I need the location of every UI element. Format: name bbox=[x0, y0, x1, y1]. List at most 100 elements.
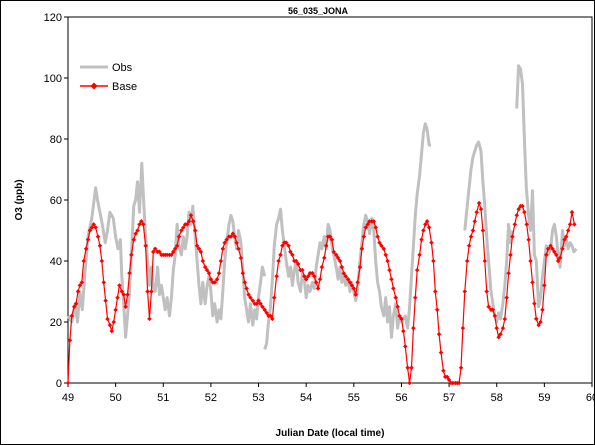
x-tick-label: 49 bbox=[62, 392, 74, 404]
y-tick-label: 20 bbox=[50, 317, 62, 329]
x-tick-label: 51 bbox=[157, 392, 169, 404]
series-base-point bbox=[554, 252, 559, 258]
series-base-point bbox=[194, 243, 200, 249]
series-base-point bbox=[190, 219, 196, 224]
series-base-point bbox=[262, 307, 267, 313]
series-base-point bbox=[157, 249, 162, 255]
series-base-point bbox=[399, 316, 404, 322]
series-base-point bbox=[458, 365, 464, 371]
series-base-point bbox=[381, 246, 387, 252]
series-base-point bbox=[540, 307, 545, 313]
series-base-point bbox=[208, 277, 214, 282]
x-tick-label: 60 bbox=[586, 392, 595, 404]
series-base-point bbox=[69, 313, 75, 319]
series-base-point bbox=[401, 328, 406, 334]
series-base-point bbox=[411, 325, 416, 331]
series-base-point bbox=[397, 313, 402, 319]
series-base-point bbox=[184, 222, 190, 227]
series-base-point bbox=[341, 270, 347, 276]
y-axis-label: O3 (ppb) bbox=[14, 179, 25, 220]
series-base-point bbox=[530, 280, 535, 285]
series-base-point bbox=[462, 289, 468, 294]
series-base-point bbox=[254, 301, 259, 306]
series-base-point bbox=[179, 228, 184, 233]
series-base-point bbox=[484, 289, 489, 294]
series-base-point bbox=[456, 380, 462, 386]
series-base-point bbox=[496, 335, 501, 340]
series-base-point bbox=[129, 252, 134, 258]
series-base-point bbox=[393, 295, 398, 300]
y-tick-label: 60 bbox=[50, 195, 62, 207]
series-base-point bbox=[436, 331, 442, 337]
series-base-point bbox=[280, 243, 285, 249]
series-base-point bbox=[359, 246, 365, 252]
series-base-point bbox=[494, 325, 499, 331]
series-base-point bbox=[450, 380, 456, 386]
series-base-point bbox=[419, 237, 424, 242]
series-base-point bbox=[434, 307, 440, 313]
series-base-point bbox=[431, 258, 436, 264]
series-base-point bbox=[246, 292, 251, 297]
series-base-point bbox=[99, 258, 105, 264]
series-base-point bbox=[174, 243, 180, 249]
series-base-point bbox=[464, 258, 470, 264]
series-base-point bbox=[482, 258, 488, 264]
series-base-point bbox=[353, 292, 359, 297]
series-base-point bbox=[214, 277, 220, 282]
series-base-point bbox=[312, 273, 317, 279]
x-tick-label: 54 bbox=[300, 392, 312, 404]
series-base-point bbox=[133, 231, 138, 236]
series-base-point bbox=[238, 255, 244, 261]
series-base-point bbox=[230, 231, 236, 236]
series-base-point bbox=[526, 237, 531, 242]
x-tick-label: 58 bbox=[491, 392, 503, 404]
series-base-point bbox=[409, 365, 414, 370]
chart-title: 56_035_JONA bbox=[288, 6, 349, 16]
series-base-point bbox=[149, 289, 154, 294]
series-base-point bbox=[200, 258, 206, 264]
series-base-point bbox=[407, 380, 412, 386]
series-base-point bbox=[548, 243, 553, 248]
series-base-point bbox=[472, 219, 478, 224]
series-base-point bbox=[486, 304, 491, 310]
x-tick-label: 57 bbox=[443, 392, 455, 404]
series-base-point bbox=[333, 252, 339, 258]
x-axis-label: Julian Date (local time) bbox=[276, 428, 385, 439]
series-base-point bbox=[490, 307, 496, 313]
y-tick-label: 40 bbox=[50, 256, 62, 268]
series-base-point bbox=[528, 258, 533, 264]
series-base-point bbox=[127, 270, 132, 276]
series-base-point bbox=[198, 249, 204, 255]
series-base-point bbox=[169, 252, 174, 258]
series-base-point bbox=[300, 267, 305, 273]
series-base-point bbox=[143, 243, 148, 249]
series-base-point bbox=[347, 280, 353, 285]
series-base-point bbox=[87, 228, 93, 233]
series-base-point bbox=[268, 313, 273, 319]
series-base-point bbox=[538, 319, 543, 325]
series-base-point bbox=[335, 255, 341, 261]
series-base-point bbox=[361, 234, 367, 239]
x-tick-label: 55 bbox=[348, 392, 360, 404]
series-base-point bbox=[391, 286, 396, 291]
series-base-point bbox=[365, 222, 370, 227]
series-base-point bbox=[192, 228, 198, 233]
series-base-point bbox=[137, 222, 142, 227]
series-base-point bbox=[351, 286, 357, 291]
series-base-point bbox=[492, 313, 498, 319]
series-base-point bbox=[317, 277, 323, 282]
series-base bbox=[65, 200, 577, 386]
series-base-point bbox=[131, 237, 137, 242]
series-base-point bbox=[387, 267, 392, 273]
series-base-point bbox=[139, 219, 144, 224]
series-base-point bbox=[216, 270, 222, 276]
series-base-point bbox=[274, 274, 279, 279]
series-base-point bbox=[295, 261, 301, 267]
series-base-point bbox=[403, 344, 408, 349]
series-base-point bbox=[355, 280, 360, 285]
series-base-point bbox=[150, 249, 156, 255]
series-base-point bbox=[339, 264, 345, 270]
series-base-point bbox=[438, 350, 444, 355]
